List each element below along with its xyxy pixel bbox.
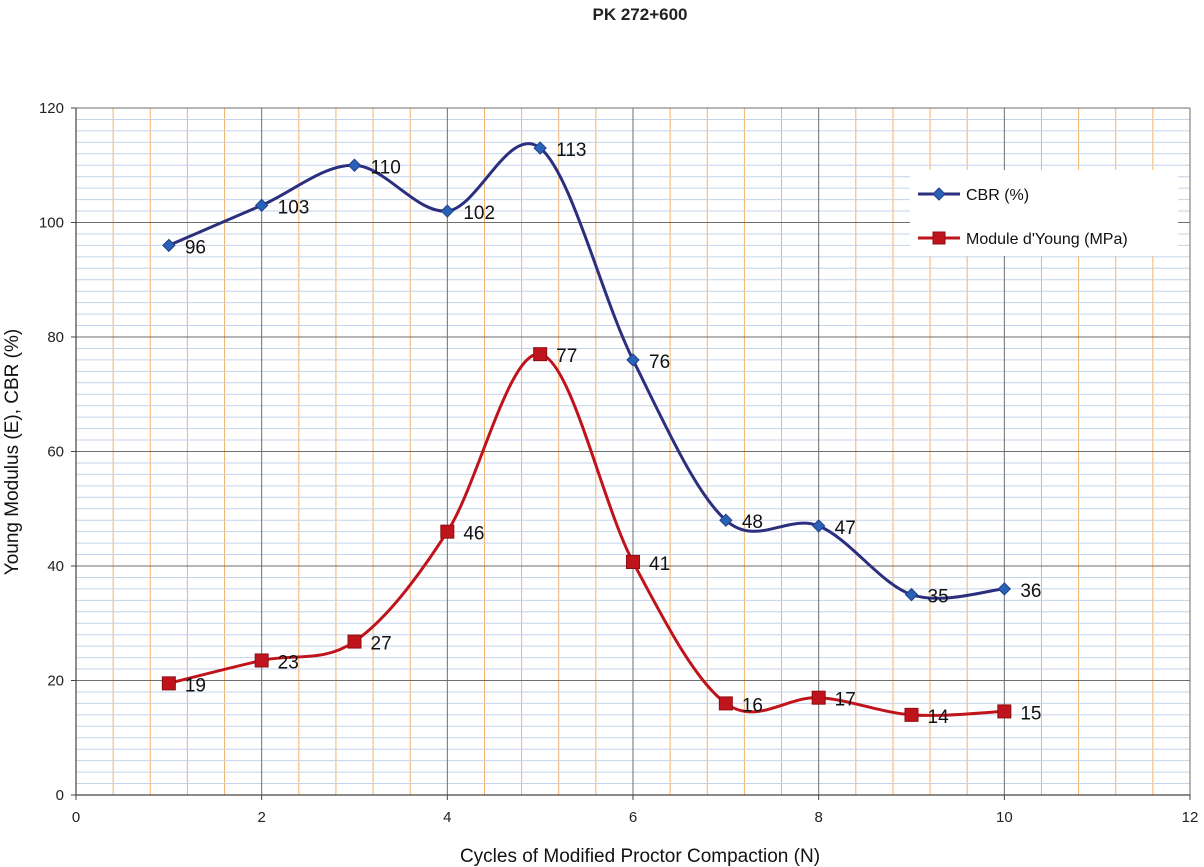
legend-label: CBR (%)	[966, 187, 1029, 204]
y-tick-label: 80	[47, 329, 64, 346]
y-tick-label: 0	[56, 787, 64, 804]
series-line	[168, 352, 1005, 717]
data-point-marker	[161, 676, 176, 691]
legend-box	[910, 170, 1178, 256]
series-young-modulus: 19 23 27 46 77 41 16 17 14 15	[161, 346, 1041, 728]
x-tick-label: 0	[72, 809, 80, 826]
y-tick-label: 120	[39, 100, 64, 117]
data-label: 36	[1020, 581, 1041, 602]
series-line	[168, 142, 1005, 600]
legend-marker	[932, 187, 946, 201]
data-point-marker	[997, 704, 1012, 719]
data-label: 17	[835, 690, 856, 711]
data-point-marker	[347, 634, 362, 649]
data-point-marker	[811, 519, 826, 533]
x-tick-label: 4	[443, 809, 451, 826]
data-label: 96	[185, 237, 206, 258]
chart-title: PK 272+600	[593, 5, 688, 24]
series-layer: 96 103 110 102 113 76 48 47 35 36 19 23 27 46 77 41 16 17…	[161, 140, 1041, 728]
data-label: 76	[649, 352, 670, 373]
data-point-marker	[904, 587, 919, 602]
x-tick-label: 6	[629, 809, 637, 826]
data-point-marker	[904, 707, 919, 722]
data-label: 15	[1020, 703, 1041, 724]
y-tick-label: 40	[47, 558, 64, 575]
data-label: 23	[278, 652, 299, 673]
data-label: 47	[835, 518, 856, 539]
data-point-marker	[626, 353, 640, 367]
data-label: 77	[556, 346, 577, 367]
data-point-marker	[347, 158, 362, 172]
data-label: 46	[463, 524, 484, 545]
legend-label: Module d'Young (MPa)	[966, 231, 1128, 248]
data-label: 110	[371, 157, 401, 178]
data-label: 48	[742, 512, 763, 533]
data-point-marker	[254, 653, 269, 668]
data-point-marker	[440, 204, 455, 218]
y-tick-label: 100	[39, 215, 64, 232]
data-point-marker	[533, 141, 547, 155]
y-tick-label: 60	[47, 444, 64, 461]
data-label: 14	[928, 707, 950, 728]
x-tick-label: 2	[257, 809, 265, 826]
data-point-marker	[811, 690, 826, 705]
data-point-marker	[997, 582, 1012, 596]
x-tick-label: 8	[814, 809, 822, 826]
data-label: 102	[463, 203, 495, 224]
data-point-marker	[162, 238, 176, 253]
data-label: 103	[278, 197, 310, 218]
data-label: 16	[742, 695, 763, 716]
data-label: 41	[649, 554, 670, 575]
legend: CBR (%) Module d'Young (MPa)	[910, 170, 1178, 256]
data-point-marker	[626, 554, 640, 569]
legend-marker	[932, 231, 946, 245]
data-label: 113	[556, 140, 586, 161]
x-tick-label: 10	[996, 809, 1013, 826]
data-point-marker	[254, 198, 269, 213]
series-cbr: 96 103 110 102 113 76 48 47 35 36	[162, 140, 1041, 608]
y-tick-label: 20	[47, 673, 64, 690]
data-label: 19	[185, 675, 206, 696]
data-label: 35	[928, 587, 949, 608]
x-tick-label: 12	[1182, 809, 1199, 826]
data-point-marker	[533, 347, 548, 362]
data-label: 27	[371, 634, 392, 655]
data-point-marker	[718, 696, 733, 711]
data-point-marker	[719, 513, 733, 527]
data-point-marker	[440, 524, 455, 539]
x-axis-label: Cycles of Modified Proctor Compaction (N…	[460, 846, 820, 867]
y-axis-label: Young Modulus (E), CBR (%)	[2, 329, 23, 575]
